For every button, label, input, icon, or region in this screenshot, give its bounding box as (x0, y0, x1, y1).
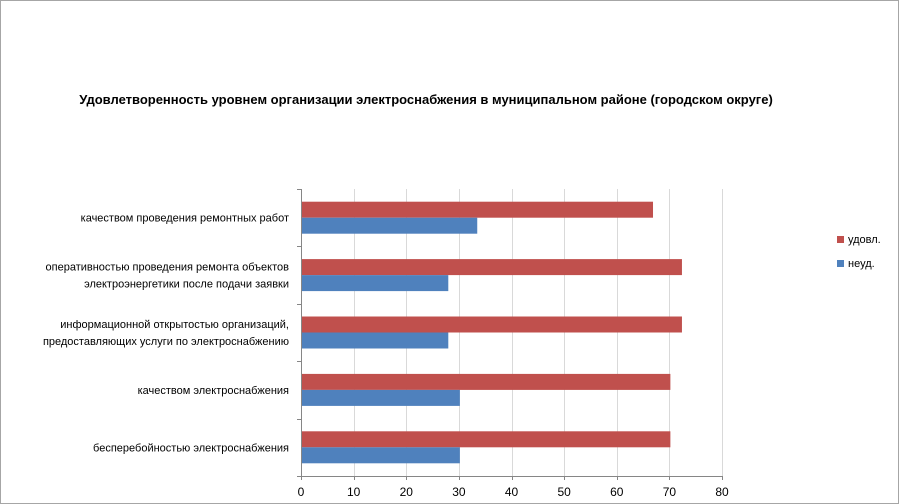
category-label: качеством проведения ремонтных работ (81, 213, 289, 225)
bar-satisfied (302, 201, 654, 218)
legend-label-unsatisfied: неуд. (848, 258, 875, 270)
bar-unsatisfied (302, 389, 460, 406)
category-label: электроэнергетики после подачи заявки (84, 279, 289, 291)
bar-satisfied (302, 259, 682, 276)
bars (302, 201, 682, 464)
category-label: бесперебойностью электроснабжения (93, 442, 289, 454)
x-tick-label: 10 (347, 485, 361, 499)
x-tick-label: 80 (715, 485, 729, 499)
x-tick-label: 30 (452, 485, 466, 499)
x-tick-label: 70 (663, 485, 677, 499)
legend-swatch-satisfied (837, 236, 844, 243)
category-label: оперативностью проведения ремонта объект… (46, 262, 290, 274)
bar-satisfied (302, 373, 671, 390)
legend-label-satisfied: удовл. (848, 234, 881, 246)
category-label: информационной открытостью организаций, (60, 319, 289, 331)
bar-unsatisfied (302, 217, 478, 234)
category-label: предоставляющих услуги по электроснабжен… (43, 336, 289, 348)
x-tick-label: 20 (400, 485, 414, 499)
x-tick-label: 50 (557, 485, 571, 499)
bar-satisfied (302, 431, 671, 448)
category-label: качеством электроснабжения (138, 385, 289, 397)
legend-swatch-unsatisfied (837, 260, 844, 267)
chart-title: Удовлетворенность уровнем организации эл… (79, 92, 773, 107)
bar-unsatisfied (302, 332, 449, 349)
legend: удовл. неуд. (837, 234, 881, 270)
bar-unsatisfied (302, 447, 460, 464)
bar-unsatisfied (302, 275, 449, 292)
x-tick-label: 40 (505, 485, 519, 499)
axes: 0 10 20 30 40 50 60 70 80 (297, 189, 729, 499)
category-labels: качеством проведения ремонтных работ опер… (43, 213, 289, 455)
bar-satisfied (302, 316, 682, 333)
x-tick-label: 60 (610, 485, 624, 499)
x-tick-label: 0 (298, 485, 305, 499)
